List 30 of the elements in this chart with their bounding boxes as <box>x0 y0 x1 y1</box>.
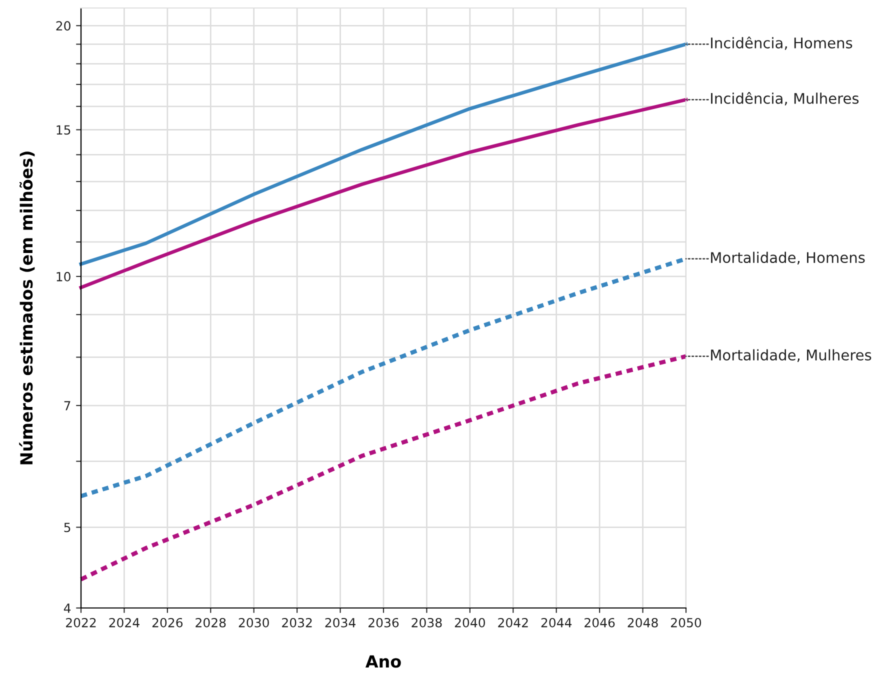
x-tick-label: 2034 <box>325 618 356 628</box>
series-label: Mortalidade, Homens <box>711 252 865 265</box>
x-tick-label: 2038 <box>412 618 442 628</box>
y-tick-label: 7 <box>64 401 70 410</box>
x-tick-label: 2028 <box>196 618 226 628</box>
line-series <box>79 98 688 290</box>
series-label: Mortalidade, Mulheres <box>711 349 872 362</box>
line-series <box>78 354 688 582</box>
x-tick-label: 2026 <box>152 618 183 628</box>
x-tick-label: 2036 <box>368 618 399 628</box>
y-tick-label: 10 <box>56 272 70 282</box>
x-tick-label: 2050 <box>671 618 702 628</box>
x-tick-label: 2032 <box>282 618 312 628</box>
y-tick-label: 15 <box>56 125 70 135</box>
x-tick-label: 2040 <box>454 618 486 628</box>
x-tick-label: 2048 <box>628 618 658 628</box>
x-tick-label: 2042 <box>498 618 528 628</box>
series-label: Incidência, Mulheres <box>711 92 859 106</box>
y-tick-label: 4 <box>64 604 71 613</box>
x-tick-label: 2046 <box>584 618 615 628</box>
line-series <box>79 42 688 266</box>
x-axis-title: Ano <box>365 655 401 668</box>
x-tick-label: 2024 <box>109 618 140 628</box>
y-tick-label: 5 <box>64 522 70 532</box>
x-tick-label: 2030 <box>238 618 269 628</box>
x-tick-label: 2044 <box>541 618 572 628</box>
y-tick-label: 20 <box>56 21 70 31</box>
y-axis-title: Números estimados (em milhões) <box>19 152 35 464</box>
x-tick-label: 2022 <box>66 618 96 628</box>
series-label: Incidência, Homens <box>711 36 852 50</box>
